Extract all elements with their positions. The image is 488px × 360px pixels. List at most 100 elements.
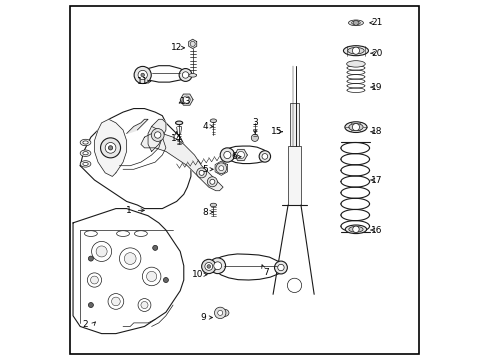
Ellipse shape bbox=[82, 152, 88, 155]
Circle shape bbox=[214, 307, 225, 319]
Ellipse shape bbox=[220, 309, 228, 316]
Circle shape bbox=[251, 134, 258, 141]
Ellipse shape bbox=[210, 203, 216, 207]
Ellipse shape bbox=[351, 21, 360, 24]
Text: 6: 6 bbox=[230, 152, 236, 161]
Polygon shape bbox=[126, 119, 148, 134]
FancyBboxPatch shape bbox=[287, 146, 300, 205]
Text: 13: 13 bbox=[180, 97, 191, 106]
Polygon shape bbox=[148, 119, 165, 152]
Circle shape bbox=[216, 163, 226, 174]
Circle shape bbox=[287, 278, 301, 293]
Circle shape bbox=[183, 96, 190, 103]
Ellipse shape bbox=[348, 123, 363, 131]
Ellipse shape bbox=[80, 150, 91, 157]
Circle shape bbox=[96, 246, 107, 257]
Ellipse shape bbox=[84, 231, 97, 237]
Circle shape bbox=[101, 138, 121, 158]
Text: 8: 8 bbox=[202, 208, 208, 217]
Circle shape bbox=[138, 298, 151, 311]
Text: 16: 16 bbox=[370, 225, 382, 234]
Circle shape bbox=[151, 129, 164, 141]
Polygon shape bbox=[188, 39, 196, 49]
Text: 1: 1 bbox=[125, 206, 131, 215]
Circle shape bbox=[259, 151, 270, 162]
Circle shape bbox=[352, 226, 358, 233]
Ellipse shape bbox=[347, 48, 364, 54]
Circle shape bbox=[352, 47, 359, 54]
Text: 18: 18 bbox=[370, 127, 382, 136]
Text: 10: 10 bbox=[192, 270, 203, 279]
Circle shape bbox=[142, 267, 161, 286]
Ellipse shape bbox=[175, 121, 183, 125]
Circle shape bbox=[224, 152, 230, 158]
Circle shape bbox=[91, 242, 111, 261]
Polygon shape bbox=[141, 66, 187, 82]
Text: 5: 5 bbox=[202, 165, 208, 174]
Circle shape bbox=[182, 72, 188, 78]
Text: 17: 17 bbox=[370, 176, 382, 185]
Polygon shape bbox=[224, 146, 268, 163]
Text: 12: 12 bbox=[171, 43, 182, 52]
Text: 15: 15 bbox=[270, 127, 282, 136]
Ellipse shape bbox=[210, 119, 216, 122]
Circle shape bbox=[217, 310, 222, 315]
Circle shape bbox=[277, 264, 284, 271]
Text: 14: 14 bbox=[171, 134, 182, 143]
Polygon shape bbox=[180, 94, 193, 105]
Circle shape bbox=[124, 253, 136, 265]
Circle shape bbox=[201, 259, 216, 274]
Polygon shape bbox=[141, 134, 223, 191]
Circle shape bbox=[262, 154, 267, 159]
Ellipse shape bbox=[116, 231, 129, 237]
Circle shape bbox=[141, 73, 144, 77]
Polygon shape bbox=[80, 109, 190, 208]
Ellipse shape bbox=[134, 231, 147, 237]
Circle shape bbox=[87, 273, 102, 287]
Circle shape bbox=[163, 278, 168, 283]
Circle shape bbox=[353, 20, 358, 25]
Circle shape bbox=[105, 143, 116, 153]
Circle shape bbox=[220, 148, 234, 162]
Circle shape bbox=[206, 265, 210, 268]
Polygon shape bbox=[234, 149, 247, 161]
Circle shape bbox=[218, 166, 224, 171]
Circle shape bbox=[119, 248, 141, 269]
Circle shape bbox=[209, 258, 225, 274]
Circle shape bbox=[237, 152, 244, 158]
Text: 2: 2 bbox=[82, 320, 88, 329]
Ellipse shape bbox=[343, 46, 367, 56]
FancyBboxPatch shape bbox=[290, 103, 298, 146]
Ellipse shape bbox=[345, 225, 366, 234]
Circle shape bbox=[90, 276, 98, 284]
Circle shape bbox=[196, 168, 206, 178]
Circle shape bbox=[108, 294, 123, 309]
Circle shape bbox=[207, 177, 217, 187]
Text: 9: 9 bbox=[200, 313, 206, 322]
Circle shape bbox=[199, 170, 203, 175]
Text: 21: 21 bbox=[370, 18, 382, 27]
Circle shape bbox=[179, 68, 192, 81]
Ellipse shape bbox=[82, 162, 88, 166]
Polygon shape bbox=[94, 119, 126, 176]
Text: 19: 19 bbox=[370, 83, 382, 92]
Circle shape bbox=[146, 271, 157, 282]
Circle shape bbox=[88, 302, 93, 307]
Ellipse shape bbox=[82, 141, 88, 144]
Circle shape bbox=[108, 146, 112, 150]
Polygon shape bbox=[73, 208, 183, 334]
Ellipse shape bbox=[80, 139, 91, 146]
Circle shape bbox=[204, 262, 212, 270]
Text: 7: 7 bbox=[263, 268, 268, 277]
Circle shape bbox=[88, 256, 93, 261]
Ellipse shape bbox=[348, 20, 363, 26]
Text: 4: 4 bbox=[202, 122, 207, 131]
Text: 3: 3 bbox=[252, 118, 258, 127]
Ellipse shape bbox=[80, 161, 91, 167]
Circle shape bbox=[274, 261, 287, 274]
Circle shape bbox=[134, 66, 151, 84]
Circle shape bbox=[209, 179, 214, 184]
Circle shape bbox=[152, 246, 157, 250]
Circle shape bbox=[111, 297, 120, 306]
Text: 20: 20 bbox=[370, 49, 382, 58]
